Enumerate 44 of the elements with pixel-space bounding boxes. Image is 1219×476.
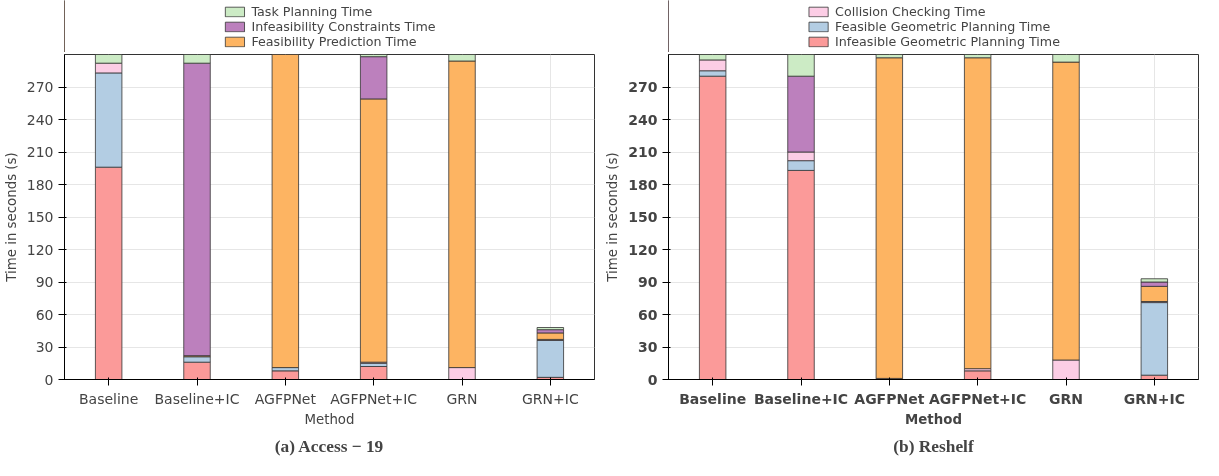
- y-tick-label: 0: [44, 371, 54, 388]
- x-tick-label: GRN+IC: [521, 390, 579, 407]
- y-tick-label: 120: [628, 241, 658, 258]
- x-axis-title: Method: [905, 411, 962, 427]
- text: (a) Access − 19: [274, 436, 384, 456]
- legend-label: Collision Checking Time: [835, 3, 986, 19]
- y-tick-label: 180: [26, 176, 54, 193]
- y-axis-title: Time in seconds (s): [3, 152, 19, 283]
- y-tick-label: 90: [35, 274, 54, 290]
- y-tick-label: 270: [628, 79, 658, 95]
- y-axis-title: Time in seconds (s): [605, 152, 621, 283]
- legend-label: Infeasibility Constraints Time: [251, 18, 436, 34]
- y-tick-label: 60: [35, 306, 54, 323]
- y-tick-label: 210: [26, 144, 54, 160]
- x-tick-label: Baseline: [679, 390, 747, 407]
- x-tick-label: Baseline+IC: [753, 390, 849, 407]
- y-tick-label: 60: [638, 306, 658, 323]
- legend-label: Feasibility Prediction Time: [251, 33, 417, 49]
- x-tick-label: Baseline+IC: [154, 390, 240, 407]
- text: (b) Reshelf: [893, 436, 974, 456]
- x-tick-label: GRN: [1049, 390, 1084, 407]
- legend-label: Infeasible Geometric Planning Time: [835, 33, 1060, 49]
- y-tick-label: 0: [647, 371, 658, 388]
- legend-label: Feasible Geometric Planning Time: [835, 18, 1051, 34]
- y-tick-label: 90: [638, 274, 658, 290]
- x-axis-title: Method: [304, 411, 355, 427]
- x-tick-label: AGFPNet+IC: [330, 390, 418, 407]
- y-tick-label: 240: [26, 111, 54, 128]
- legend-label: Task Planning Time: [251, 3, 373, 19]
- x-tick-label: AGFPNet+IC: [929, 390, 1027, 407]
- x-tick-label: GRN: [446, 390, 478, 407]
- y-tick-label: 240: [628, 111, 658, 128]
- y-tick-label: 30: [35, 339, 54, 355]
- y-tick-label: 120: [26, 241, 54, 258]
- x-tick-label: AGFPNet: [854, 390, 925, 407]
- x-tick-label: AGFPNet: [254, 390, 317, 407]
- y-tick-label: 150: [26, 209, 54, 225]
- y-tick-label: 180: [628, 176, 658, 193]
- y-tick-label: 30: [638, 339, 658, 355]
- x-tick-label: GRN+IC: [1123, 390, 1185, 407]
- x-tick-label: Baseline: [78, 390, 139, 407]
- y-tick-label: 210: [628, 144, 658, 160]
- y-tick-label: 150: [628, 209, 658, 225]
- y-tick-label: 270: [26, 79, 54, 95]
